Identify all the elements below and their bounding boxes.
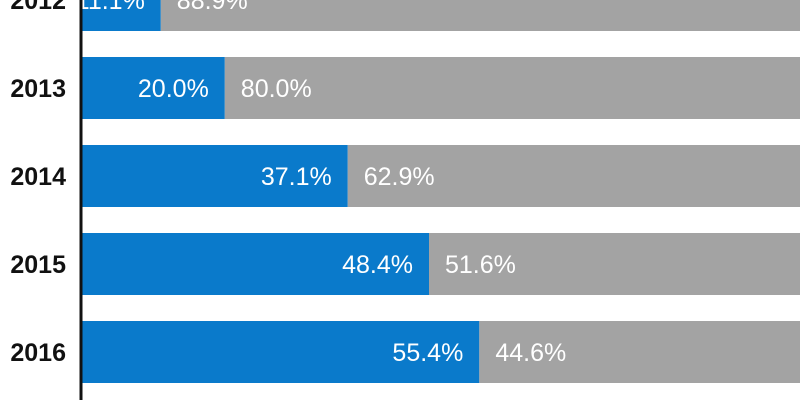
value-label-2016-series-2: 44.6%	[495, 339, 566, 367]
value-label-2014-series-1: 37.1%	[261, 163, 332, 191]
year-label-2014: 2014	[10, 163, 66, 191]
labels-group: 2012 11.1% 88.9% 2013 20.0% 80.0% 2014 37.1% 62.…	[10, 0, 566, 367]
year-label-2012: 2012	[10, 0, 66, 15]
value-label-2016-series-1: 55.4%	[392, 339, 463, 367]
value-label-2012-series-2: 88.9%	[177, 0, 248, 15]
bar-2012-series-2	[160, 0, 800, 31]
year-label-2016: 2016	[10, 339, 66, 367]
year-label-2013: 2013	[10, 75, 66, 103]
bar-2014-series-1	[81, 145, 348, 207]
bars-group	[81, 0, 800, 383]
bar-2014-series-2	[347, 145, 800, 207]
bar-2013-series-1	[81, 57, 225, 119]
bar-2015-series-1	[81, 233, 429, 295]
value-label-2012-series-1: 11.1%	[76, 0, 145, 15]
bar-2016-series-2	[479, 321, 800, 383]
value-label-2013-series-1: 20.0%	[138, 75, 209, 103]
bar-2015-series-2	[428, 233, 800, 295]
value-label-2013-series-2: 80.0%	[241, 75, 312, 103]
bar-2016-series-1	[81, 321, 480, 383]
bar-2013-series-2	[224, 57, 800, 119]
value-label-2015-series-2: 51.6%	[445, 251, 516, 279]
bar-2012-series-1	[81, 0, 161, 31]
year-label-2015: 2015	[10, 251, 66, 279]
value-label-2015-series-1: 48.4%	[342, 251, 413, 279]
value-label-2014-series-2: 62.9%	[364, 163, 435, 191]
